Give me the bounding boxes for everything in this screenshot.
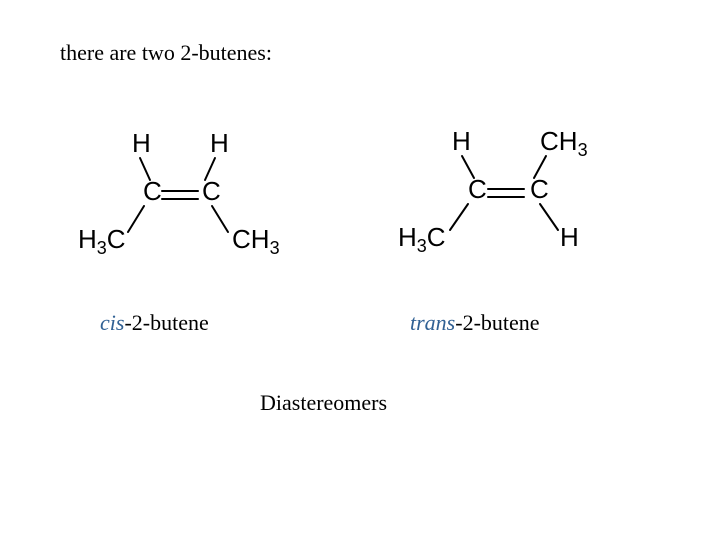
svg-text:H: H	[132, 130, 151, 158]
trans-2-butene-structure: CCHCH3H3CH	[390, 128, 630, 258]
trans-rest: -2-butene	[455, 310, 539, 335]
cis-rest: -2-butene	[124, 310, 208, 335]
page: there are two 2-butenes: CCHHH3CCH3 CCHC…	[0, 0, 720, 540]
svg-text:C: C	[468, 174, 487, 204]
diastereomers-label: Diastereomers	[260, 390, 387, 416]
cis-2-butene-structure: CCHHH3CCH3	[70, 130, 290, 260]
svg-text:H3C: H3C	[78, 224, 126, 258]
cis-2-butene-label: cis-2-butene	[100, 310, 209, 336]
trans-prefix: trans	[410, 310, 455, 335]
svg-text:C: C	[530, 174, 549, 204]
svg-text:CH3: CH3	[232, 224, 280, 258]
trans-2-butene-label: trans-2-butene	[410, 310, 540, 336]
svg-text:C: C	[143, 176, 162, 206]
cis-prefix: cis	[100, 310, 124, 335]
svg-text:CH3: CH3	[540, 128, 588, 160]
svg-text:H: H	[210, 130, 229, 158]
svg-text:H3C: H3C	[398, 222, 446, 256]
heading-text: there are two 2-butenes:	[60, 40, 272, 66]
svg-text:H: H	[560, 222, 579, 252]
svg-text:H: H	[452, 128, 471, 156]
